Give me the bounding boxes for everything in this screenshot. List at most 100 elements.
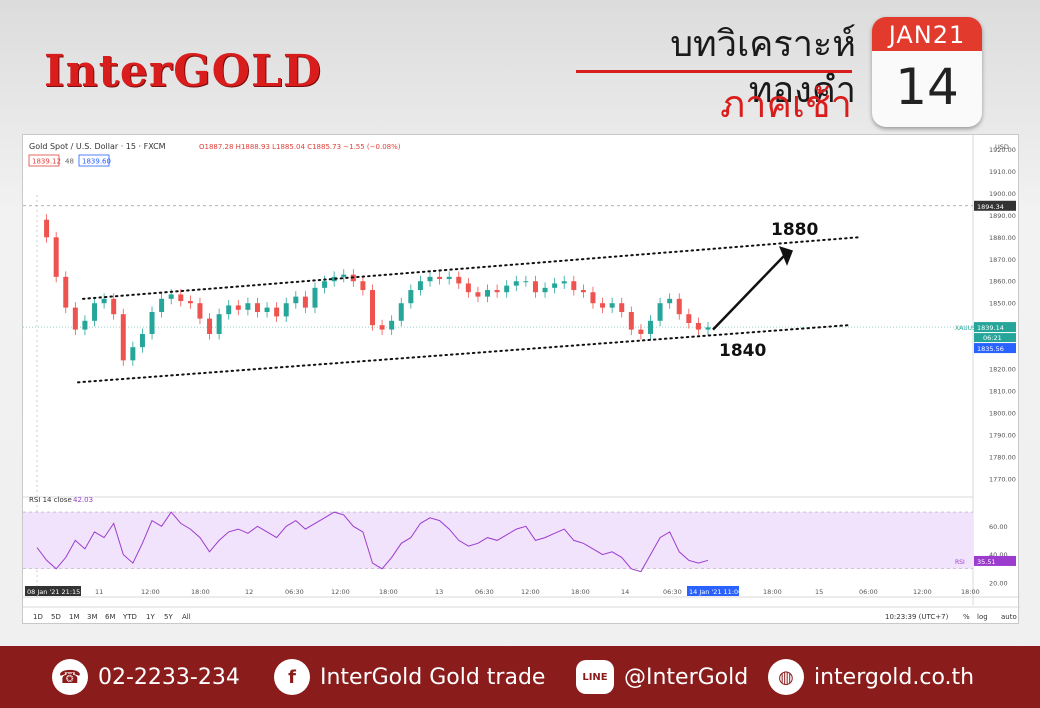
candle-body: [245, 303, 251, 310]
intergold-logo: InterGOLD: [44, 46, 323, 97]
calendar-day: 14: [895, 58, 959, 116]
timeframe-button: 1M: [69, 613, 80, 621]
candle-body: [609, 303, 615, 308]
candle-body: [504, 285, 510, 293]
page-title: บทวิเคราะห์ทองคำ: [670, 24, 856, 111]
candle-body: [139, 333, 145, 348]
rsi-value: 42.03: [73, 496, 93, 504]
candle-body: [590, 292, 596, 304]
last-price-symbol: XAUUSD: [955, 325, 981, 332]
candle-body: [235, 305, 241, 310]
footer-line[interactable]: LINE @InterGold: [576, 660, 748, 694]
x-tick-label: 12:00: [521, 588, 540, 596]
bid-box: [28, 154, 60, 167]
last-price-tag-bg: [974, 322, 1016, 333]
crosshair-tag-bg: [974, 200, 1016, 211]
candle-body: [254, 303, 260, 313]
candle-body: [379, 325, 385, 330]
website-url: intergold.co.th: [814, 664, 975, 690]
candle-body: [207, 318, 213, 334]
candle-body: [226, 305, 232, 315]
x-tick-label: 15: [815, 588, 823, 596]
scale-option: auto: [1001, 613, 1017, 621]
y-tick-label: 1800.00: [989, 410, 1016, 418]
candle-body: [197, 303, 203, 319]
footer-phone[interactable]: ☎ 02-2233-234: [52, 659, 240, 695]
candle-body: [92, 303, 98, 321]
candle-body: [408, 290, 414, 304]
candle-body: [53, 237, 59, 277]
globe-icon: ◍: [768, 659, 804, 695]
y-tick-label: 1790.00: [989, 432, 1016, 440]
candle-body: [111, 298, 117, 315]
currency-label: USD: [995, 143, 1009, 151]
candle-body: [159, 298, 165, 313]
x-tick-label: 18:00: [379, 588, 398, 596]
candle-body: [523, 281, 529, 283]
price-chart[interactable]: Gold Spot / U.S. Dollar · 15 · FXCM O1887…: [22, 134, 1020, 625]
x-tick-label: 12: [245, 588, 253, 596]
x-tick-label: 06:30: [663, 588, 682, 596]
y-tick-label: 1900.00: [989, 190, 1016, 198]
target-low-label: 1840: [719, 341, 766, 361]
y-tick-label: 1890.00: [989, 212, 1016, 220]
candle-body: [571, 281, 577, 291]
x-tick-label: 06:00: [859, 588, 878, 596]
candle-body: [437, 276, 443, 280]
rsi-tick-label: 60.00: [989, 523, 1008, 531]
candle-body: [628, 312, 634, 330]
x-tick-label: 06:30: [475, 588, 494, 596]
x-tick-label: 11: [95, 588, 103, 596]
candle-body: [676, 298, 682, 315]
y-tick-label: 1780.00: [989, 454, 1016, 462]
candle-body: [293, 296, 299, 304]
y-tick-label: 1770.00: [989, 476, 1016, 484]
clock-readout: 10:23:39 (UTC+7): [885, 613, 949, 621]
candle-body: [542, 287, 548, 293]
candle-body: [283, 303, 289, 317]
candle-body: [63, 276, 69, 308]
countdown-tag-bg: [974, 333, 1016, 343]
footer-bar: ☎ 02-2233-234 f InterGold Gold trade LIN…: [0, 646, 1040, 708]
rsi-line: [36, 511, 709, 573]
candle-body: [101, 298, 107, 304]
x-tick-label: 13: [435, 588, 443, 596]
rsi-tick-label: 40.00: [989, 551, 1008, 559]
x-tick-label: 06:30: [285, 588, 304, 596]
scale-option: log: [977, 613, 988, 621]
x-tick-label: 14 Jan '21 11:00: [689, 588, 742, 596]
footer-website[interactable]: ◍ intergold.co.th: [768, 659, 975, 695]
timeframe-button: 6M: [105, 613, 116, 621]
timeframe-button: 5D: [51, 613, 61, 621]
footer-facebook[interactable]: f InterGold Gold trade: [274, 659, 545, 695]
candle-body: [705, 327, 711, 330]
candle-body: [274, 307, 280, 317]
ohlc-values: O1887.28 H1888.93 L1885.04 C1885.73 −1.5…: [199, 143, 401, 151]
candle-body: [657, 303, 663, 321]
x-tick-label: 12:00: [913, 588, 932, 596]
calendar-month: JAN21: [872, 17, 982, 51]
x-tick-label: 18:00: [191, 588, 210, 596]
candle-body: [686, 314, 692, 323]
time-tag-bg: [25, 586, 81, 596]
timeframe-button: All: [182, 613, 191, 621]
y-tick-label: 1880.00: [989, 234, 1016, 242]
title-underline: [576, 70, 852, 73]
x-tick-label: 18:00: [961, 588, 980, 596]
candle-body: [72, 307, 78, 330]
candle-body: [44, 219, 50, 238]
candle-body: [264, 307, 270, 313]
line-icon: LINE: [576, 660, 614, 694]
candle-body: [619, 303, 625, 313]
chart-canvas[interactable]: Gold Spot / U.S. Dollar · 15 · FXCM O1887…: [23, 135, 1020, 625]
candle-body: [532, 281, 538, 293]
candle-body: [427, 276, 433, 282]
low-price-tag-bg: [974, 343, 1016, 354]
candle-body: [561, 281, 567, 284]
candle-body: [360, 281, 366, 291]
rsi-tick-label: 20.00: [989, 579, 1008, 587]
candle-body: [216, 314, 222, 334]
candle-body: [82, 320, 88, 330]
timeframe-button: 1Y: [146, 613, 155, 621]
y-tick-label: 1910.00: [989, 168, 1016, 176]
